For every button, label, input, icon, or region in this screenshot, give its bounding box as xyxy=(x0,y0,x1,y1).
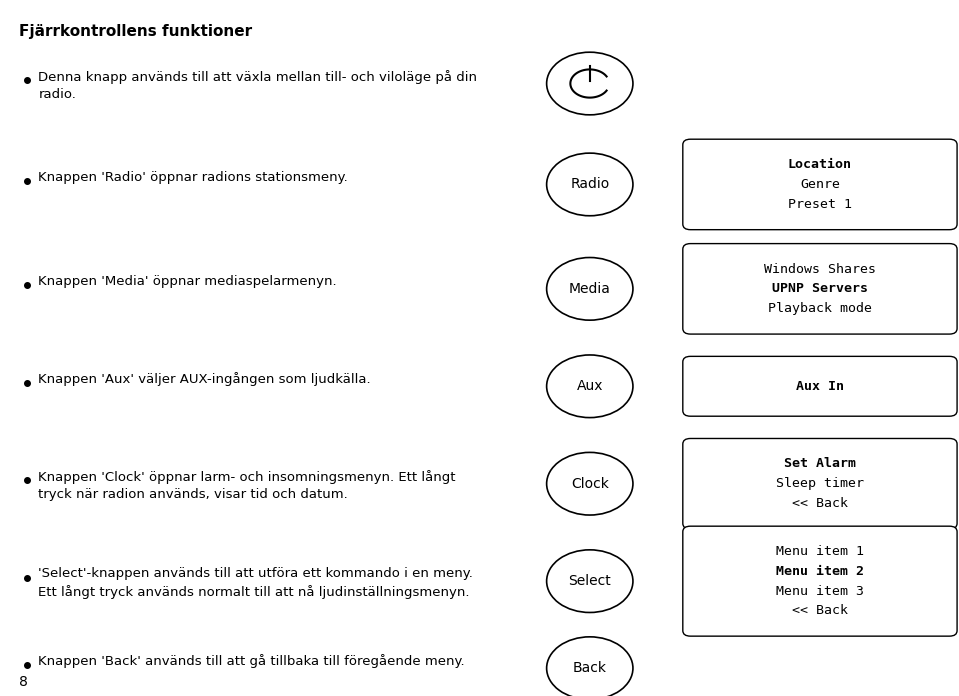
Text: Aux In: Aux In xyxy=(796,380,844,393)
Text: Preset 1: Preset 1 xyxy=(788,198,852,211)
Text: Location: Location xyxy=(788,158,852,171)
Text: Menu item 1: Menu item 1 xyxy=(776,545,864,558)
Text: Playback mode: Playback mode xyxy=(768,302,872,315)
Text: Genre: Genre xyxy=(800,178,840,191)
Text: << Back: << Back xyxy=(792,604,848,617)
Text: Aux: Aux xyxy=(576,379,603,393)
FancyBboxPatch shape xyxy=(683,438,957,529)
FancyBboxPatch shape xyxy=(683,139,957,230)
Text: << Back: << Back xyxy=(792,497,848,510)
FancyBboxPatch shape xyxy=(683,526,957,636)
Text: Denna knapp används till att växla mellan till- och viloläge på din
radio.: Denna knapp används till att växla mella… xyxy=(38,70,478,100)
Text: Knappen 'Radio' öppnar radions stationsmeny.: Knappen 'Radio' öppnar radions stationsm… xyxy=(38,171,348,184)
Text: Media: Media xyxy=(569,282,611,296)
Text: 8: 8 xyxy=(19,675,28,689)
Text: Clock: Clock xyxy=(571,477,609,491)
Text: Select: Select xyxy=(569,574,611,588)
Text: Windows Shares: Windows Shares xyxy=(764,262,876,276)
Text: Set Alarm: Set Alarm xyxy=(784,457,856,470)
Text: Radio: Radio xyxy=(571,177,609,191)
Text: Knappen 'Media' öppnar mediaspelarmenyn.: Knappen 'Media' öppnar mediaspelarmenyn. xyxy=(38,275,337,288)
FancyBboxPatch shape xyxy=(683,244,957,334)
Text: UPNP Servers: UPNP Servers xyxy=(772,283,868,295)
Text: Knappen 'Back' används till att gå tillbaka till föregående meny.: Knappen 'Back' används till att gå tillb… xyxy=(38,654,465,668)
Text: Fjärrkontrollens funktioner: Fjärrkontrollens funktioner xyxy=(19,24,252,40)
Text: Menu item 3: Menu item 3 xyxy=(776,585,864,598)
Text: Sleep timer: Sleep timer xyxy=(776,477,864,490)
Text: Knappen 'Aux' väljer AUX-ingången som ljudkälla.: Knappen 'Aux' väljer AUX-ingången som lj… xyxy=(38,372,371,386)
Text: Back: Back xyxy=(573,661,607,675)
FancyBboxPatch shape xyxy=(683,356,957,416)
Text: 'Select'-knappen används till att utföra ett kommando i en meny.
Ett långt tryck: 'Select'-knappen används till att utföra… xyxy=(38,567,473,599)
Text: Menu item 2: Menu item 2 xyxy=(776,564,864,578)
Text: Knappen 'Clock' öppnar larm- och insomningsmenyn. Ett långt
tryck när radion anv: Knappen 'Clock' öppnar larm- och insomni… xyxy=(38,470,456,500)
